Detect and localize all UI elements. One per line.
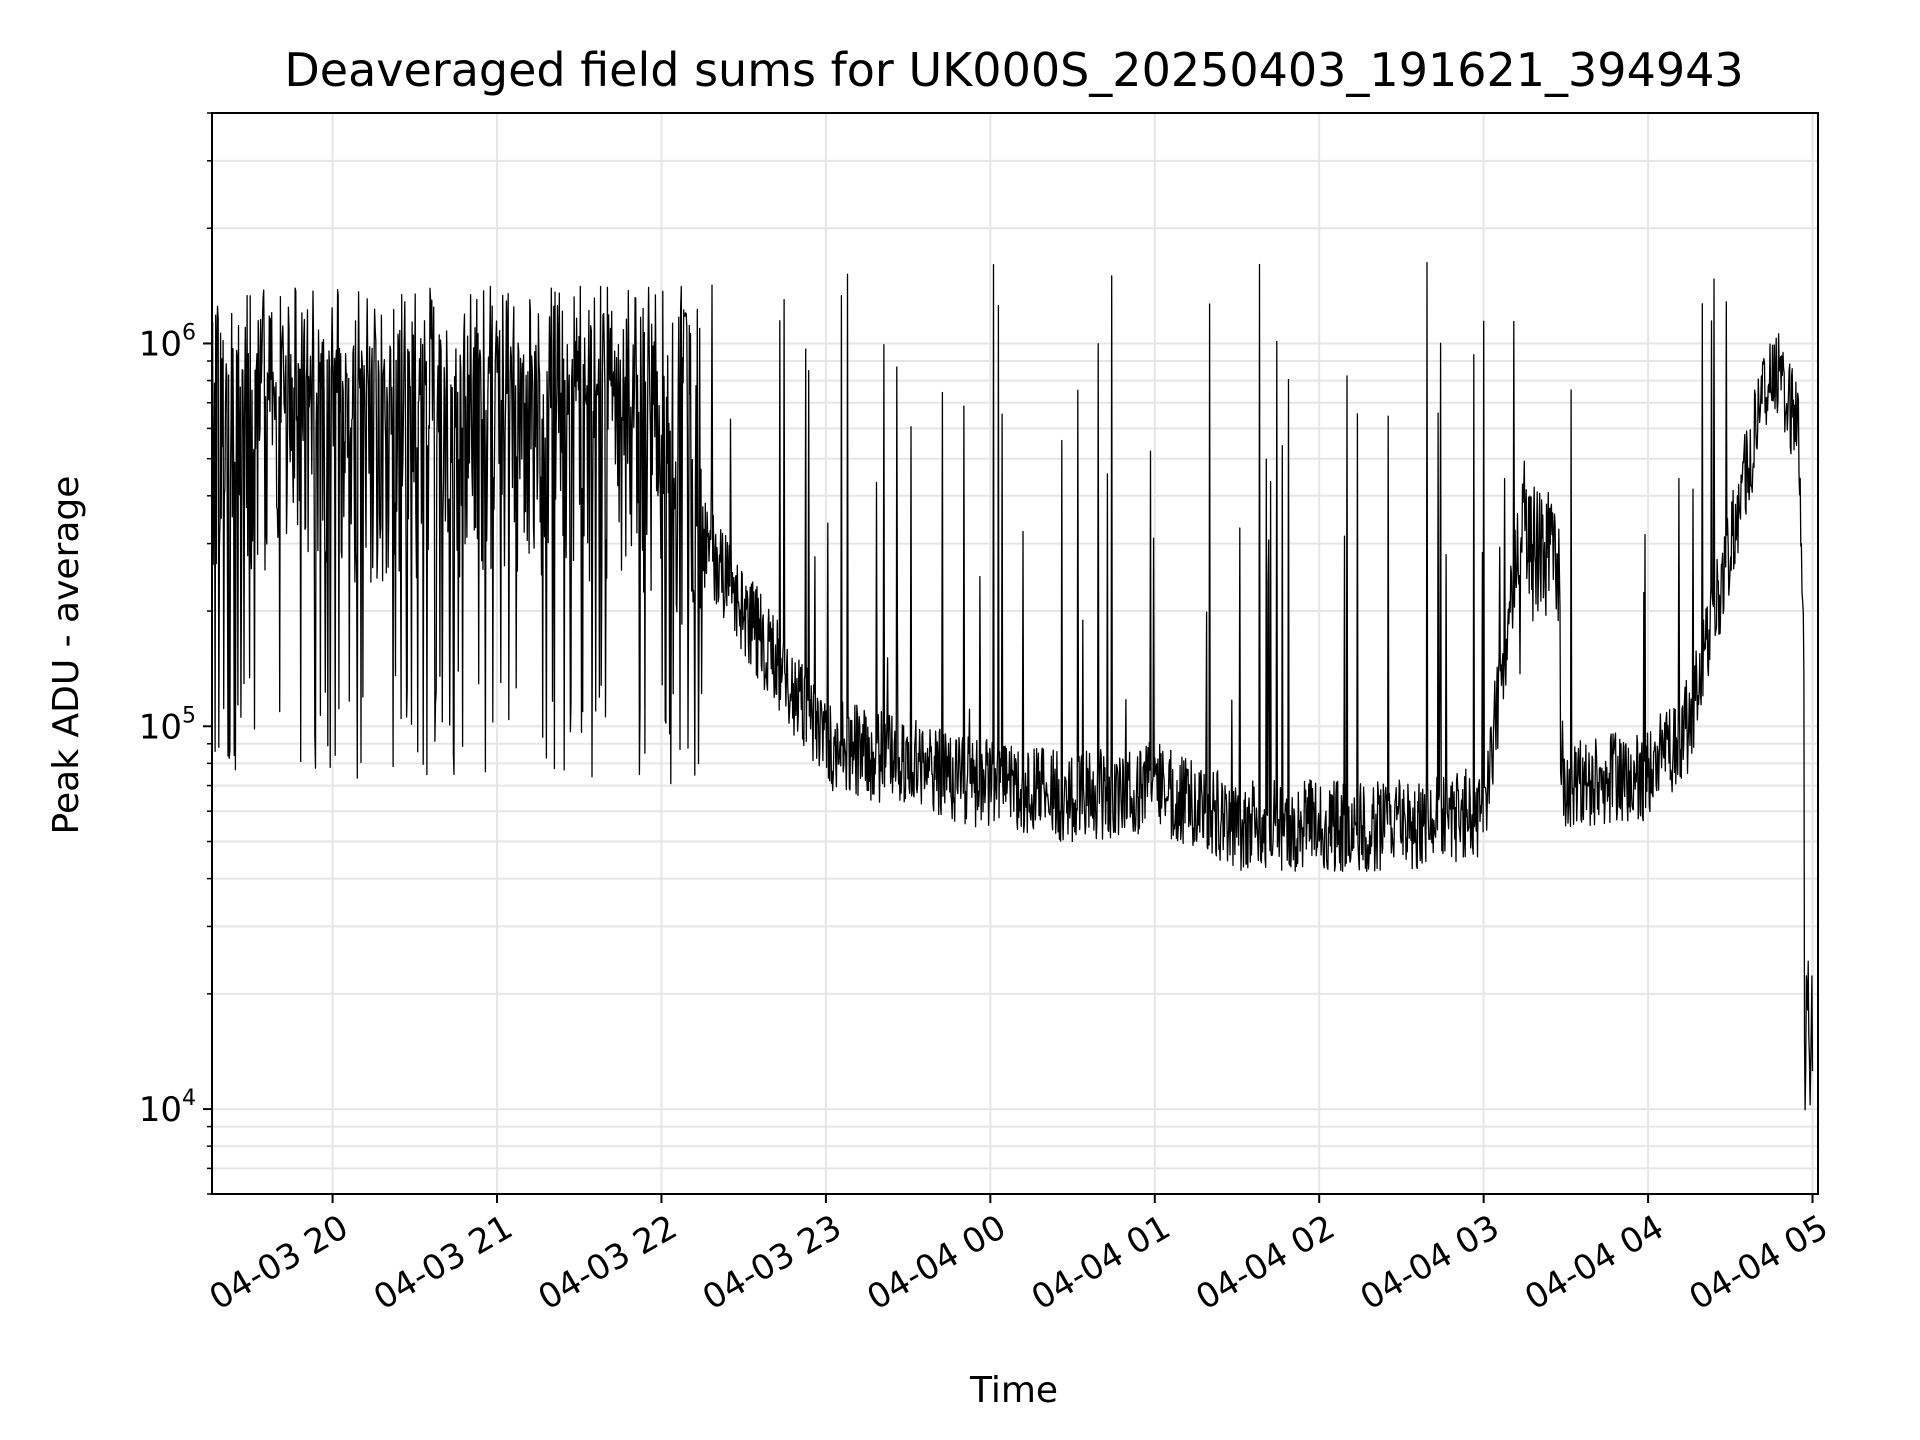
y-tick-label: 104 bbox=[139, 1086, 196, 1130]
x-tick-label: 04-04 04 bbox=[1518, 1207, 1670, 1318]
y-tick-exponent: 5 bbox=[182, 703, 196, 728]
x-tick-label: 04-03 20 bbox=[203, 1207, 355, 1318]
x-tick-label: 04-03 21 bbox=[367, 1207, 519, 1318]
y-tick-exponent: 6 bbox=[182, 320, 196, 345]
series-path bbox=[211, 261, 1814, 1111]
y-tick-label: 106 bbox=[139, 320, 196, 364]
y-tick-label: 105 bbox=[139, 703, 196, 747]
y-tick-base: 10 bbox=[139, 324, 182, 364]
x-tick-label: 04-03 22 bbox=[532, 1207, 684, 1318]
x-tick-label: 04-03 23 bbox=[696, 1207, 848, 1318]
x-tick-label: 04-04 05 bbox=[1683, 1207, 1835, 1318]
x-tick-labels: 04-03 20 04-03 21 04-03 22 04-03 23 04-04 00… bbox=[203, 1207, 1835, 1318]
y-axis-label: Peak ADU - average bbox=[46, 476, 87, 835]
series-line bbox=[211, 261, 1814, 1111]
x-tick-label: 04-04 03 bbox=[1354, 1207, 1506, 1318]
x-tick-label: 04-04 00 bbox=[860, 1207, 1012, 1318]
y-tick-base: 10 bbox=[139, 707, 182, 747]
axis-ticks bbox=[203, 112, 1814, 1203]
x-tick-label: 04-04 01 bbox=[1025, 1207, 1177, 1318]
y-tick-exponent: 4 bbox=[182, 1086, 196, 1111]
plot-frame bbox=[211, 112, 1819, 1195]
x-axis-label: Time bbox=[969, 1370, 1058, 1411]
y-tick-base: 10 bbox=[139, 1090, 182, 1130]
x-tick-label: 04-04 02 bbox=[1189, 1207, 1341, 1318]
chart-title: Deaveraged field sums for UK000S_2025040… bbox=[284, 43, 1743, 97]
